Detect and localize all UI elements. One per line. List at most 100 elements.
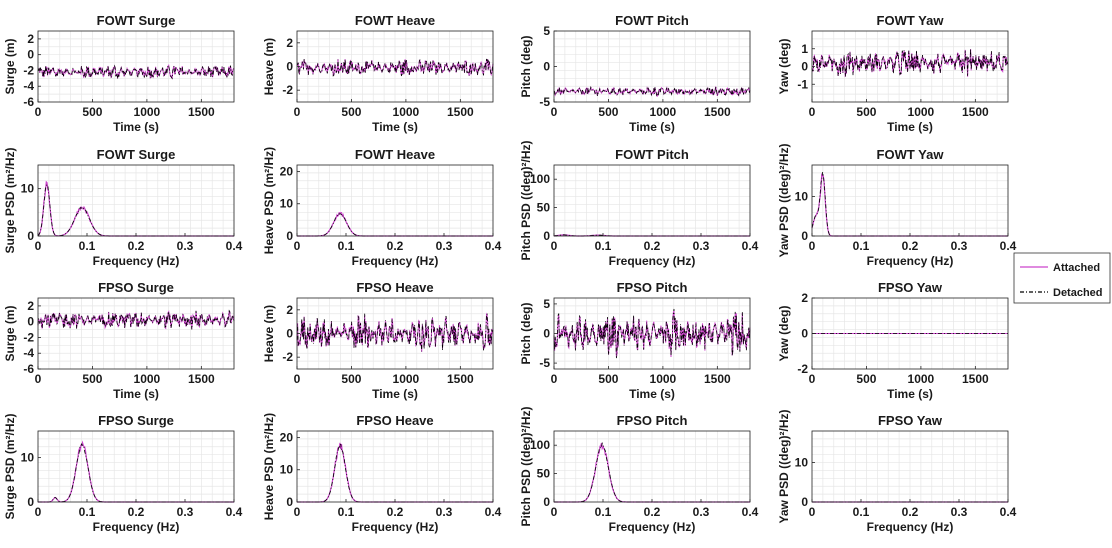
y-tick-label: 2 <box>27 32 34 46</box>
panel-title: FOWT Pitch <box>615 13 689 28</box>
y-axis-label: Yaw PSD ((deg)²/Hz) <box>777 143 791 257</box>
legend: Attached Detached <box>1013 252 1111 304</box>
x-tick-label: 0.1 <box>79 239 96 253</box>
panel-fowt-pitch-psd: 0 0.1 0.2 0.3 0.4 0 50 100 FOWT Pitch Frequency (… <box>519 141 759 269</box>
panel-title: FOWT Surge <box>97 13 176 28</box>
x-tick-label: 0.2 <box>902 505 919 519</box>
y-tick-label: -2 <box>797 362 808 376</box>
x-tick-label: 1000 <box>393 372 420 386</box>
x-axis-label: Time (s) <box>113 120 159 134</box>
x-axis-label: Frequency (Hz) <box>93 520 180 534</box>
y-tick-label: -4 <box>23 346 34 360</box>
y-tick-label: -5 <box>539 356 550 370</box>
panel-title: FOWT Yaw <box>877 147 945 162</box>
x-tick-label: 0.1 <box>338 505 355 519</box>
y-tick-label: 100 <box>530 438 550 452</box>
y-axis-label: Pitch PSD ((deg)²/Hz) <box>519 407 533 527</box>
series-line-detached <box>37 64 235 80</box>
axes-box <box>37 30 235 103</box>
panel-title: FPSO Pitch <box>617 280 688 295</box>
x-tick-label: 0.4 <box>1000 505 1017 519</box>
panel-title: FPSO Surge <box>98 280 174 295</box>
panel-fowt-yaw-psd: 0 0.1 0.2 0.3 0.4 0 10 FOWT Yaw Frequency (Hz) Ya… <box>777 143 1017 268</box>
x-tick-label: 0 <box>551 105 558 119</box>
x-tick-label: 0.2 <box>387 505 404 519</box>
y-axis-label: Surge (m) <box>3 305 17 361</box>
y-axis-label: Surge PSD (m²/Hz) <box>3 413 17 519</box>
x-tick-label: 1500 <box>188 105 215 119</box>
x-axis-label: Frequency (Hz) <box>93 254 180 268</box>
panel-title: FPSO Yaw <box>878 280 943 295</box>
y-tick-label: 100 <box>530 172 550 186</box>
y-tick-label: 0 <box>286 495 293 509</box>
x-tick-label: 0.2 <box>644 505 661 519</box>
y-tick-label: 0 <box>286 327 293 341</box>
x-tick-label: 500 <box>856 105 876 119</box>
panel-fpso-yaw-psd: 0 0.1 0.2 0.3 0.4 0 10 FPSO Yaw Frequency (Hz) Ya… <box>777 409 1017 534</box>
y-tick-label: -2 <box>23 63 34 77</box>
x-tick-label: 1500 <box>188 372 215 386</box>
y-tick-label: 0 <box>27 48 34 62</box>
y-tick-label: 0 <box>27 229 34 243</box>
x-tick-label: 0.3 <box>177 505 194 519</box>
y-tick-label: 10 <box>21 451 35 465</box>
y-axis-label: Pitch (deg) <box>519 35 533 97</box>
y-tick-label: 10 <box>795 456 809 470</box>
x-tick-label: 0.4 <box>742 239 759 253</box>
y-tick-label: 0 <box>286 229 293 243</box>
x-tick-label: 0.4 <box>485 505 502 519</box>
x-tick-label: 0.3 <box>177 239 194 253</box>
y-tick-label: 0 <box>801 60 808 74</box>
x-tick-label: 0 <box>809 239 816 253</box>
y-axis-label: Surge PSD (m²/Hz) <box>3 147 17 253</box>
y-tick-label: 0 <box>543 327 550 341</box>
y-axis-label: Yaw PSD ((deg)²/Hz) <box>777 409 791 523</box>
x-tick-label: 0.3 <box>436 505 453 519</box>
x-tick-label: 0.4 <box>1000 239 1017 253</box>
y-tick-label: 0 <box>27 315 34 329</box>
x-tick-label: 0 <box>35 372 42 386</box>
x-tick-label: 0 <box>809 105 816 119</box>
y-tick-label: 0 <box>801 229 808 243</box>
panel-title: FOWT Heave <box>355 13 435 28</box>
y-axis-label: Yaw (deg) <box>777 38 791 94</box>
panel-title: FPSO Pitch <box>617 413 688 428</box>
y-axis-label: Yaw (deg) <box>777 305 791 361</box>
x-tick-label: 0.3 <box>693 505 710 519</box>
panel-fpso-heave-psd: 0 0.1 0.2 0.3 0.4 0 10 20 FPSO Heave Frequency (H… <box>262 413 502 534</box>
x-tick-label: 1500 <box>962 105 989 119</box>
x-axis-label: Time (s) <box>629 120 675 134</box>
y-tick-label: 0 <box>286 60 293 74</box>
x-tick-label: 0 <box>294 505 301 519</box>
series-line-detached <box>296 313 494 352</box>
x-axis-label: Frequency (Hz) <box>867 254 954 268</box>
y-tick-label: 2 <box>286 303 293 317</box>
x-axis-label: Time (s) <box>113 387 159 401</box>
panel-title: FPSO Heave <box>356 413 433 428</box>
x-axis-label: Frequency (Hz) <box>609 520 696 534</box>
series-line-attached <box>37 310 235 330</box>
y-tick-label: 0 <box>543 229 550 243</box>
y-tick-label: -1 <box>797 77 808 91</box>
y-tick-label: -6 <box>23 95 34 109</box>
y-tick-label: -4 <box>23 79 34 93</box>
y-tick-label: 2 <box>286 36 293 50</box>
panel-fpso-surge-psd: 0 0.1 0.2 0.3 0.4 0 10 FPSO Surge Frequency (Hz)… <box>3 413 243 534</box>
y-tick-label: 50 <box>537 467 551 481</box>
x-tick-label: 0.1 <box>338 239 355 253</box>
y-axis-label: Heave PSD (m²/Hz) <box>262 147 276 254</box>
y-tick-label: 10 <box>280 463 294 477</box>
x-tick-label: 1500 <box>962 372 989 386</box>
x-tick-label: 0 <box>35 239 42 253</box>
x-tick-label: 0.3 <box>693 239 710 253</box>
panel-title: FOWT Yaw <box>877 13 945 28</box>
legend-label-detached: Detached <box>1053 287 1103 299</box>
panel-fowt-heave-psd: 0 0.1 0.2 0.3 0.4 0 10 20 FOWT Heave Frequency (H… <box>262 147 502 268</box>
x-axis-label: Time (s) <box>887 120 933 134</box>
x-tick-label: 1000 <box>650 372 677 386</box>
